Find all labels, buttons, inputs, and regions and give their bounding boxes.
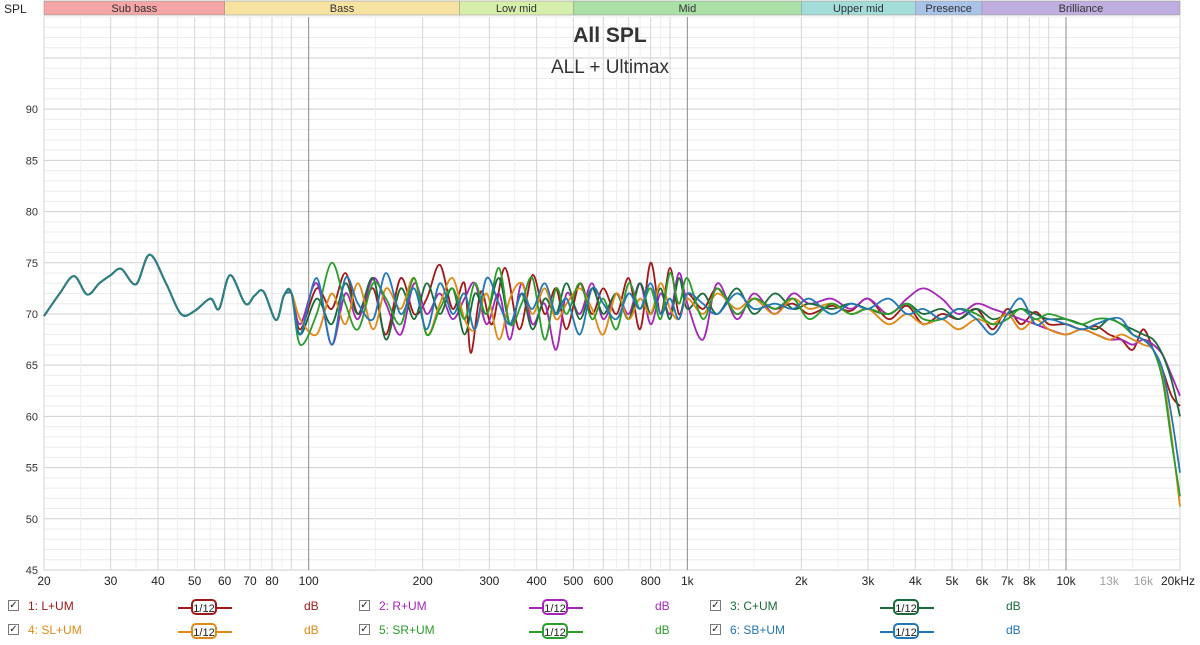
series-5-checkbox[interactable]: ✓ (359, 624, 370, 635)
x-tick-label: 13k (1099, 574, 1119, 588)
x-tick-label: 80 (265, 574, 279, 588)
series-3-name: 3: C+UM (730, 599, 778, 613)
x-tick-label: 200 (413, 574, 433, 588)
series-4-smoothing-box: 1/12 (191, 623, 217, 639)
series-6-smoothing[interactable]: 1/12 (880, 621, 934, 641)
series-6-smoothing-box: 1/12 (893, 623, 919, 639)
x-tick-label: 50 (188, 574, 202, 588)
series-1-smoothing-box: 1/12 (191, 599, 217, 615)
legend: ✓ 1: L+UM 1/12 dB ✓ 2: R+UM 1/12 dB ✓ 3:… (0, 593, 1200, 645)
y-tick-label: 65 (26, 360, 38, 372)
y-tick-label: 75 (26, 258, 38, 270)
series-5-smoothing-box: 1/12 (542, 623, 568, 639)
series-1-checkbox[interactable]: ✓ (8, 600, 19, 611)
x-tick-label: 600 (593, 574, 613, 588)
y-tick-labels: 45 50 55 60 65 70 75 80 85 90 (26, 104, 38, 577)
x-tick-label: 5k (946, 574, 960, 588)
x-tick-label: 2k (795, 574, 809, 588)
y-tick-label: 55 (26, 463, 38, 475)
series-2-unit: dB (655, 599, 670, 613)
grid-lines (43, 16, 1181, 571)
series-lines (43, 253, 1181, 507)
band-label-5: Presence (925, 3, 971, 15)
x-tick-label: 40 (151, 574, 165, 588)
y-tick-label: 85 (26, 155, 38, 167)
x-tick-label: 20 (37, 574, 51, 588)
y-tick-label: 90 (26, 104, 38, 116)
series-2-checkbox[interactable]: ✓ (359, 600, 370, 611)
band-label-4: Upper mid (833, 3, 884, 15)
series-4-name: 4: SL+UM (28, 623, 82, 637)
x-tick-label: 800 (641, 574, 661, 588)
y-tick-label: 80 (26, 207, 38, 219)
x-tick-label: 10k (1056, 574, 1076, 588)
x-tick-label: 300 (479, 574, 499, 588)
series-5-name: 5: SR+UM (379, 623, 435, 637)
x-tick-label: 100 (299, 574, 319, 588)
x-tick-label: 500 (563, 574, 583, 588)
series-5-unit: dB (655, 623, 670, 637)
x-tick-label: 20kHz (1161, 574, 1195, 588)
x-tick-label: 60 (218, 574, 232, 588)
series-2-name: 2: R+UM (379, 599, 427, 613)
x-tick-label: 6k (976, 574, 990, 588)
chart-subtitle: ALL + Ultimax (551, 57, 670, 78)
series-2-smoothing[interactable]: 1/12 (529, 597, 583, 617)
y-tick-label: 45 (26, 565, 38, 577)
series-4-checkbox[interactable]: ✓ (8, 624, 19, 635)
series-6-checkbox[interactable]: ✓ (710, 624, 721, 635)
series-3-smoothing-box: 1/12 (893, 599, 919, 615)
series-4-unit: dB (304, 623, 319, 637)
band-label-0: Sub bass (111, 3, 157, 15)
band-label-1: Bass (330, 3, 355, 15)
band-label-2: Low mid (496, 3, 537, 15)
x-tick-label: 3k (862, 574, 876, 588)
y-tick-label: 70 (26, 309, 38, 321)
series-1-name: 1: L+UM (28, 599, 74, 613)
x-tick-label: 1k (681, 574, 695, 588)
x-tick-label: 400 (527, 574, 547, 588)
series-3-unit: dB (1006, 599, 1021, 613)
frequency-band-bar: Sub bass Bass Low mid Mid Upper mid Presence B… (43, 0, 1181, 16)
y-tick-label: 50 (26, 514, 38, 526)
series-2-smoothing-box: 1/12 (542, 599, 568, 615)
band-6 (981, 0, 1181, 16)
chart-title: All SPL (573, 24, 647, 47)
x-tick-labels: 20 30 40 50 60 70 80 100 200 300 400 500 600 800 1k 2k 3… (37, 574, 1195, 588)
spl-chart: Sub bass Bass Low mid Mid Upper mid Presence B… (4, 0, 1195, 588)
spl-axis-label: SPL (4, 2, 27, 16)
series-6-unit: dB (1006, 623, 1021, 637)
y-tick-label: 60 (26, 411, 38, 423)
x-tick-label: 30 (104, 574, 118, 588)
series-3-checkbox[interactable]: ✓ (710, 600, 721, 611)
series-5-smoothing[interactable]: 1/12 (529, 621, 583, 641)
x-tick-label: 70 (243, 574, 257, 588)
common-low-line (43, 253, 292, 322)
series-1-smoothing[interactable]: 1/12 (178, 597, 232, 617)
series-4-smoothing[interactable]: 1/12 (178, 621, 232, 641)
x-tick-label: 8k (1023, 574, 1037, 588)
x-tick-label: 7k (1001, 574, 1015, 588)
series-3-smoothing[interactable]: 1/12 (880, 597, 934, 617)
band-label-3: Mid (678, 3, 696, 15)
x-tick-label: 4k (909, 574, 923, 588)
series-1-unit: dB (304, 599, 319, 613)
x-tick-label: 16k (1134, 574, 1154, 588)
series-6-name: 6: SB+UM (730, 623, 786, 637)
band-label-6: Brilliance (1059, 3, 1104, 15)
